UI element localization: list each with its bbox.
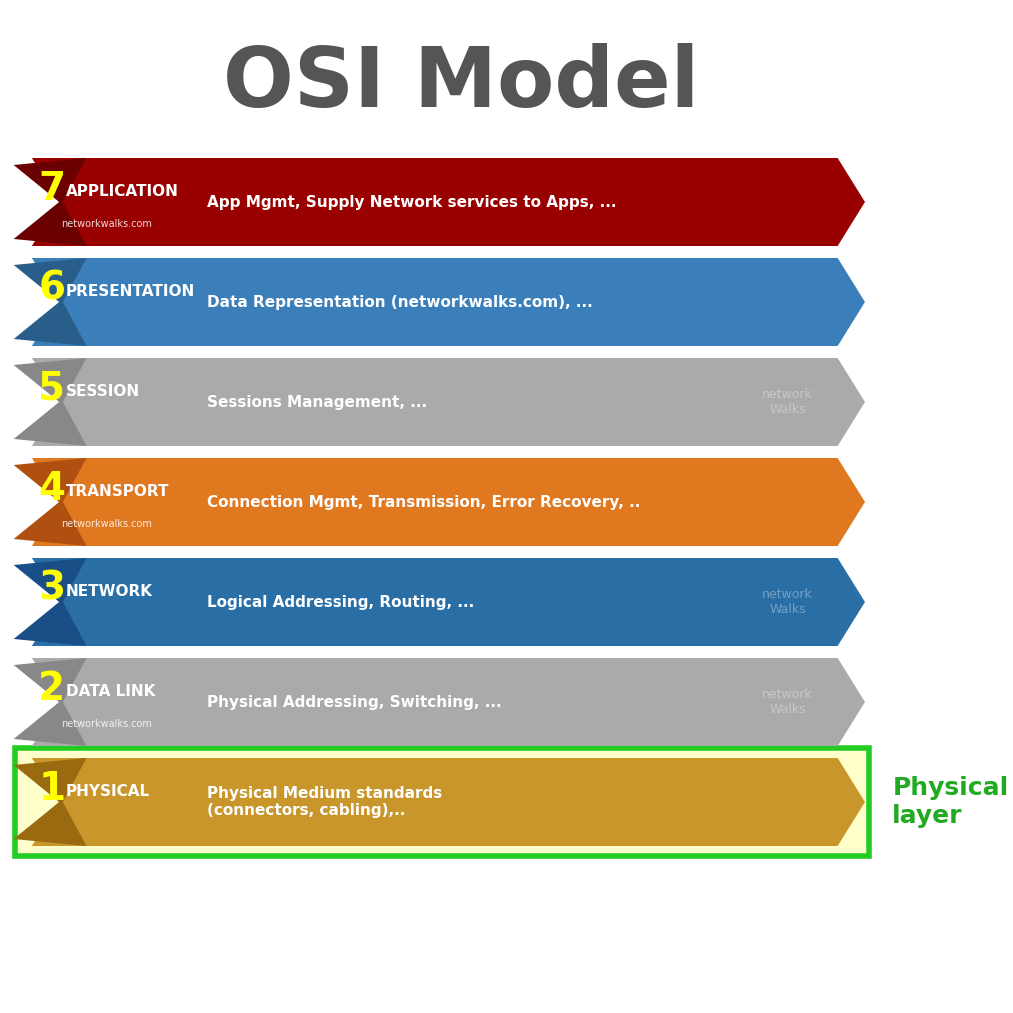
Text: App Mgmt, Supply Network services to Apps, ...: App Mgmt, Supply Network services to App… bbox=[207, 194, 616, 210]
Text: 4: 4 bbox=[38, 470, 65, 508]
Text: 2: 2 bbox=[38, 670, 66, 708]
Text: SESSION: SESSION bbox=[66, 385, 140, 399]
Text: PHYSICAL: PHYSICAL bbox=[66, 784, 150, 799]
Text: 3: 3 bbox=[38, 570, 66, 608]
Text: Physical
layer: Physical layer bbox=[892, 776, 1009, 828]
Polygon shape bbox=[13, 558, 86, 646]
Polygon shape bbox=[13, 758, 86, 846]
Polygon shape bbox=[13, 658, 86, 746]
Text: Data Representation (networkwalks.com), ...: Data Representation (networkwalks.com), … bbox=[207, 295, 593, 310]
Polygon shape bbox=[31, 458, 865, 546]
Polygon shape bbox=[31, 658, 865, 746]
Polygon shape bbox=[31, 558, 865, 646]
Text: Sessions Management, ...: Sessions Management, ... bbox=[207, 394, 426, 409]
Text: 7: 7 bbox=[38, 170, 66, 208]
Polygon shape bbox=[13, 358, 86, 446]
Polygon shape bbox=[13, 458, 86, 546]
Polygon shape bbox=[31, 158, 865, 246]
Text: networkwalks.com: networkwalks.com bbox=[61, 219, 152, 229]
Polygon shape bbox=[31, 258, 865, 346]
Text: networkwalks.com: networkwalks.com bbox=[61, 719, 152, 729]
Text: TRANSPORT: TRANSPORT bbox=[66, 484, 169, 499]
Text: Logical Addressing, Routing, ...: Logical Addressing, Routing, ... bbox=[207, 595, 474, 610]
Text: PRESENTATION: PRESENTATION bbox=[66, 285, 194, 300]
Text: 6: 6 bbox=[38, 270, 65, 308]
Text: networkwalks.com: networkwalks.com bbox=[61, 519, 152, 529]
Text: Physical Medium standards
(connectors, cabling),..: Physical Medium standards (connectors, c… bbox=[207, 786, 442, 819]
Polygon shape bbox=[13, 258, 86, 346]
Text: DATA LINK: DATA LINK bbox=[66, 685, 155, 700]
Text: OSI Model: OSI Model bbox=[223, 43, 699, 124]
Text: 5: 5 bbox=[38, 370, 65, 408]
Polygon shape bbox=[13, 158, 86, 246]
Text: Physical Addressing, Switching, ...: Physical Addressing, Switching, ... bbox=[207, 695, 501, 709]
Text: APPLICATION: APPLICATION bbox=[66, 184, 178, 200]
Text: 1: 1 bbox=[38, 770, 66, 808]
FancyBboxPatch shape bbox=[15, 748, 868, 856]
Text: network
Walks: network Walks bbox=[762, 388, 813, 416]
Polygon shape bbox=[31, 758, 865, 846]
Polygon shape bbox=[31, 358, 865, 446]
Text: network
Walks: network Walks bbox=[762, 688, 813, 716]
Text: NETWORK: NETWORK bbox=[66, 585, 153, 600]
Text: Connection Mgmt, Transmission, Error Recovery, ..: Connection Mgmt, Transmission, Error Rec… bbox=[207, 494, 640, 510]
Text: network
Walks: network Walks bbox=[762, 588, 813, 616]
